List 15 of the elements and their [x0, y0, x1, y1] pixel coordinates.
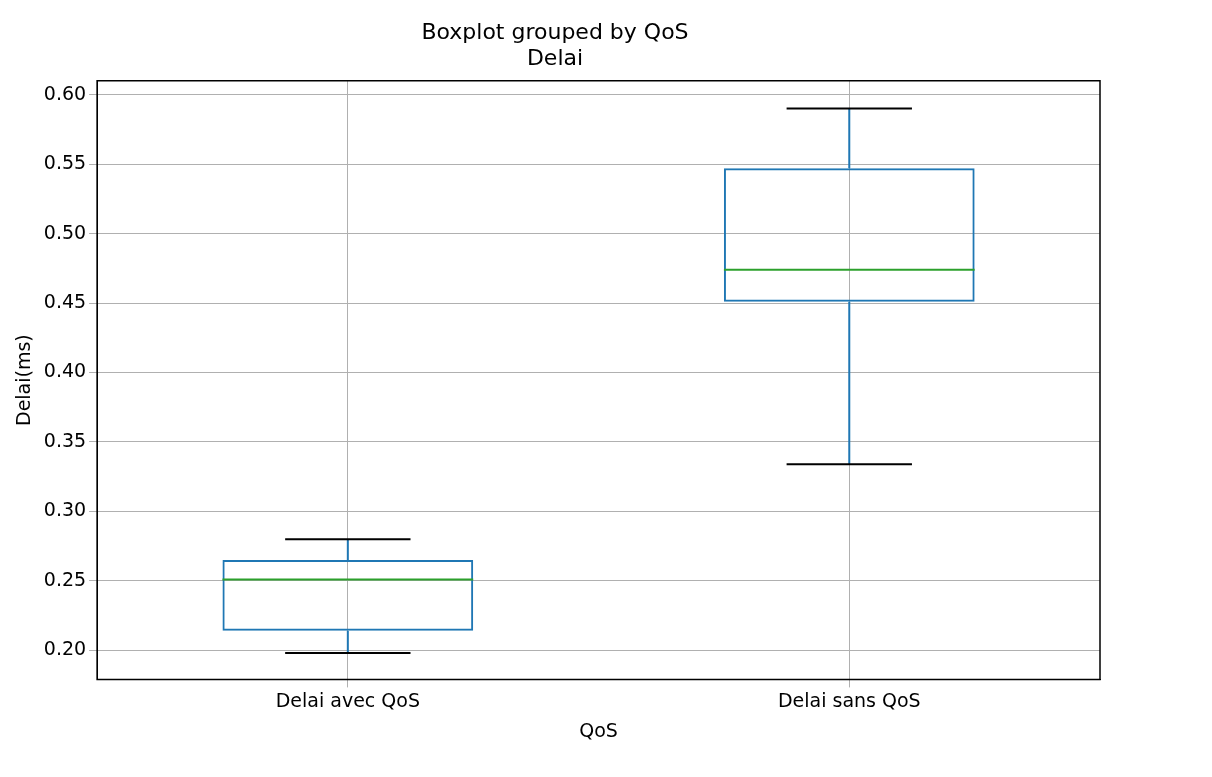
- y-tick-label: 0.20: [43, 637, 87, 660]
- y-tick-label: 0.45: [43, 289, 87, 312]
- y-tick-label: 0.50: [43, 220, 87, 243]
- y-tick-label: 0.30: [43, 498, 87, 521]
- y-tick-label: 0.55: [43, 151, 87, 174]
- y-tick-label: 0.60: [43, 81, 87, 104]
- y-tick-label: 0.35: [43, 428, 87, 451]
- x-tick-label: Delai sans QoS: [777, 688, 921, 711]
- x-axis-title: QoS: [579, 718, 618, 741]
- y-tick-label: 0.40: [43, 359, 87, 382]
- x-tick-label: Delai avec QoS: [275, 688, 420, 711]
- chart-subtitle: Delai: [526, 45, 584, 71]
- y-tick-label: 0.25: [43, 567, 87, 590]
- chart-title: Boxplot grouped by QoS: [421, 18, 689, 44]
- y-axis-title: Delai(ms): [12, 334, 35, 426]
